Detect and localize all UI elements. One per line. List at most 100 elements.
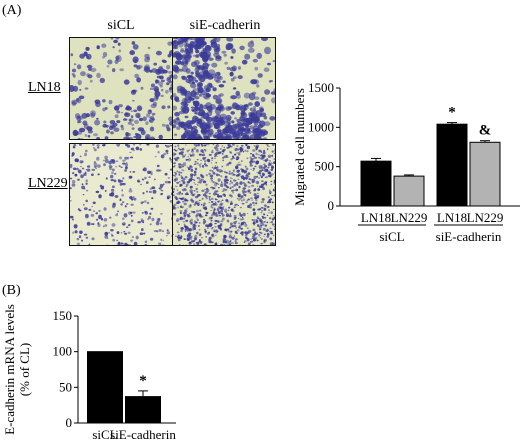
stained-cell: [199, 165, 201, 168]
stained-cell: [225, 43, 233, 50]
stained-cell: [128, 189, 133, 193]
stained-cell: [230, 208, 234, 212]
stained-cell: [85, 46, 90, 51]
stained-cell: [116, 120, 121, 124]
stained-cell: [158, 81, 164, 86]
stained-cell: [148, 215, 151, 220]
stained-cell: [93, 165, 97, 168]
stained-cell: [230, 111, 235, 115]
stained-cell: [269, 116, 275, 121]
stained-cell: [270, 168, 274, 171]
stained-cell: [193, 170, 197, 174]
stained-cell: [208, 236, 212, 239]
stained-cell: [267, 174, 272, 177]
stained-cell: [112, 238, 116, 242]
stained-cell: [174, 133, 178, 136]
stained-cell: [122, 177, 125, 180]
stained-cell: [188, 130, 196, 136]
stained-cell: [120, 232, 123, 234]
stained-cell: [208, 57, 214, 61]
stained-cell: [146, 56, 151, 60]
stained-cell: [186, 234, 190, 238]
stained-cell: [112, 203, 116, 208]
stained-cell: [250, 238, 252, 240]
stained-cell: [251, 91, 257, 95]
stained-cell: [202, 194, 205, 196]
stained-cell: [162, 183, 165, 186]
stained-cell: [166, 76, 172, 83]
stained-cell: [119, 198, 122, 201]
stained-cell: [160, 88, 164, 92]
stained-cell: [111, 168, 115, 172]
x-tick-label: LN18: [437, 210, 467, 225]
stained-cell: [128, 118, 132, 122]
stained-cell: [72, 172, 75, 175]
stained-cell: [225, 134, 232, 139]
stained-cell: [204, 206, 207, 208]
stained-cell: [206, 116, 213, 123]
stained-cell: [234, 117, 238, 120]
stained-cell: [203, 180, 207, 184]
stained-cell: [212, 168, 215, 170]
stained-cell: [274, 171, 275, 175]
stained-cell: [92, 210, 96, 212]
stained-cell: [122, 162, 126, 165]
stained-cell: [222, 238, 226, 242]
stained-cell: [210, 200, 214, 203]
stained-cell: [183, 92, 187, 96]
stained-cell: [221, 50, 227, 54]
stained-cell: [225, 199, 229, 202]
stained-cell: [180, 121, 185, 127]
stained-cell: [144, 210, 148, 214]
stained-cell: [97, 164, 101, 168]
stained-cell: [222, 188, 226, 192]
stained-cell: [221, 215, 224, 217]
stained-cell: [261, 223, 265, 226]
stained-cell: [190, 173, 194, 177]
stained-cell: [110, 131, 114, 135]
stained-cell: [133, 150, 135, 152]
stained-cell: [184, 164, 187, 167]
bar: [469, 141, 501, 207]
stained-cell: [75, 158, 79, 163]
stained-cell: [137, 179, 140, 183]
micrograph-ln18-sie-cadherin-svg: [173, 38, 275, 139]
stained-cell: [204, 230, 207, 233]
stained-cell: [242, 178, 245, 181]
stained-cell: [216, 136, 220, 139]
stained-cell: [72, 145, 76, 149]
stained-cell: [174, 196, 178, 199]
stained-cell: [189, 220, 192, 223]
stained-cell: [216, 43, 221, 48]
stained-cell: [213, 122, 220, 130]
stained-cell: [96, 218, 99, 221]
stained-cell: [245, 236, 248, 239]
stained-cell: [99, 184, 103, 188]
stained-cell: [248, 102, 253, 106]
stained-cell: [268, 212, 270, 214]
stained-cell: [224, 241, 228, 244]
stained-cell: [218, 151, 222, 154]
stained-cell: [196, 217, 198, 219]
stained-cell: [271, 154, 274, 157]
stained-cell: [167, 70, 172, 74]
stained-cell: [230, 95, 237, 100]
stained-cell: [113, 179, 117, 183]
stained-cell: [76, 237, 80, 241]
stained-cell: [267, 163, 271, 167]
stained-cell: [273, 179, 275, 182]
stained-cell: [252, 228, 256, 232]
stained-cell: [249, 125, 255, 130]
stained-cell: [204, 228, 206, 231]
stained-cell: [121, 193, 125, 197]
stained-cell: [238, 161, 240, 163]
stained-cell: [238, 185, 241, 189]
stained-cell: [70, 215, 74, 219]
stained-cell: [205, 211, 209, 215]
stained-cell: [186, 123, 193, 130]
stained-cell: [225, 239, 230, 244]
stained-cell: [263, 233, 266, 236]
stained-cell: [229, 213, 232, 215]
y-tick-label: 0: [328, 198, 335, 213]
stained-cell: [263, 173, 265, 176]
